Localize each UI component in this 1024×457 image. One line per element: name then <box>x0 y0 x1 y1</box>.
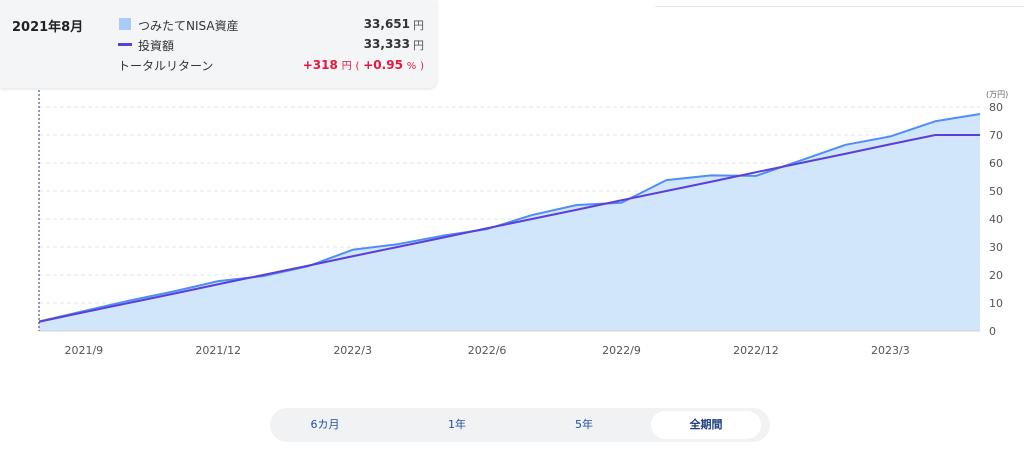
x-tick-label: 2022/3 <box>333 344 372 357</box>
return-percent-sign: % <box>406 61 417 72</box>
x-tick-label: 2022/12 <box>733 344 779 357</box>
x-tick-label: 2022/6 <box>468 344 507 357</box>
return-percent: +0.95 <box>363 58 403 72</box>
y-tick-label: 70 <box>989 129 1003 142</box>
y-tick-label: 30 <box>989 241 1003 254</box>
chart-tooltip: 2021年8月 つみたてNISA資産 33,651 円 投資額 33,333 円… <box>0 0 437 88</box>
y-tick-label: 80 <box>989 101 1003 114</box>
tooltip-date: 2021年8月 <box>12 20 84 35</box>
asset-value: 33,651 <box>363 17 410 31</box>
return-close-paren: ) <box>420 61 424 72</box>
x-tick-label: 2021/9 <box>64 344 103 357</box>
invest-unit: 円 <box>413 39 424 52</box>
y-tick-label: 10 <box>989 297 1003 310</box>
return-value-group: +318 円 ( +0.95 % ) <box>303 57 424 72</box>
tab-5-years[interactable]: 5年 <box>575 418 593 431</box>
top-divider <box>655 0 1024 7</box>
return-unit: 円 <box>341 61 352 72</box>
tab-1-year[interactable]: 1年 <box>448 418 466 431</box>
invest-line <box>38 134 980 323</box>
y-tick-label: 0 <box>989 325 996 338</box>
asset-line <box>38 113 981 323</box>
invest-label: 投資額 <box>138 39 175 53</box>
y-tick-label: 40 <box>989 213 1003 226</box>
invest-value: 33,333 <box>363 37 410 51</box>
return-label: トータルリターン <box>118 59 214 73</box>
asset-label: つみたてNISA資産 <box>138 19 239 33</box>
tab-all-time[interactable]: 全期間 <box>651 411 761 439</box>
y-tick-label: 60 <box>989 157 1003 170</box>
tooltip-invest-row: 投資額 33,333 円 <box>116 34 424 54</box>
y-tick-label: 50 <box>989 185 1003 198</box>
y-tick-label: 20 <box>989 269 1003 282</box>
period-tabs: 6カ月 1年 5年 全期間 <box>270 408 770 442</box>
tooltip-return-row: トータルリターン +318 円 ( +0.95 % ) <box>116 54 424 74</box>
asset-chart: 0 10 20 30 40 50 60 70 80 (万円) 2021/9 2021/12 2022/3… <box>38 90 1008 357</box>
tab-6-months[interactable]: 6カ月 <box>310 418 340 431</box>
x-tick-label: 2022/9 <box>602 344 641 357</box>
return-value: +318 <box>302 58 338 72</box>
invest-legend-swatch <box>118 43 132 46</box>
x-tick-label: 2021/12 <box>195 344 241 357</box>
x-tick-label: 2023/3 <box>871 344 910 357</box>
return-open-paren: ( <box>355 61 360 72</box>
tooltip-asset-row: つみたてNISA資産 33,651 円 <box>116 14 424 34</box>
y-axis-unit: (万円) <box>986 90 1008 99</box>
asset-unit: 円 <box>413 19 424 32</box>
asset-legend-swatch <box>119 18 131 30</box>
